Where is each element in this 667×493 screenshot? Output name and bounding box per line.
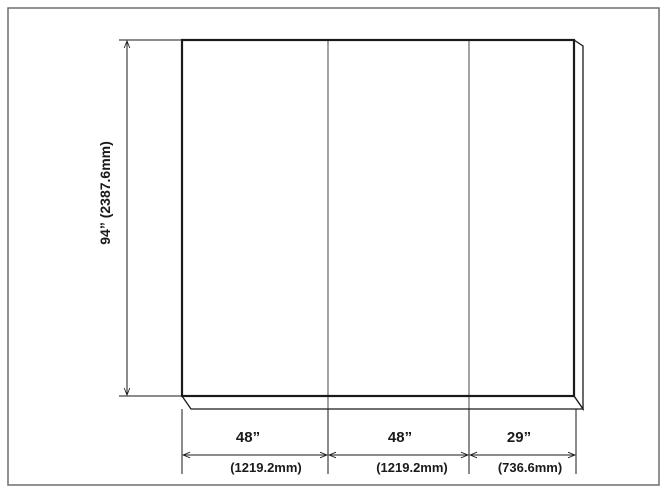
width-3-metric: (736.6mm) — [498, 460, 562, 475]
width-2-imperial: 48” — [388, 429, 412, 446]
outer-frame — [7, 7, 660, 486]
panel-front-face — [180, 38, 576, 398]
width-2-metric: (1219.2mm) — [376, 460, 448, 475]
width-3-imperial: 29” — [507, 429, 531, 446]
bottom-edge-face — [180, 395, 585, 410]
width-1-metric: (1219.2mm) — [230, 460, 302, 475]
height-label: 94” (2387.6mm) — [97, 141, 113, 245]
width-dimensions — [181, 409, 577, 474]
right-edge-face — [573, 38, 584, 412]
panel-assembly — [180, 38, 585, 412]
width-1-imperial: 48” — [236, 429, 260, 446]
height-dimension — [119, 39, 182, 397]
